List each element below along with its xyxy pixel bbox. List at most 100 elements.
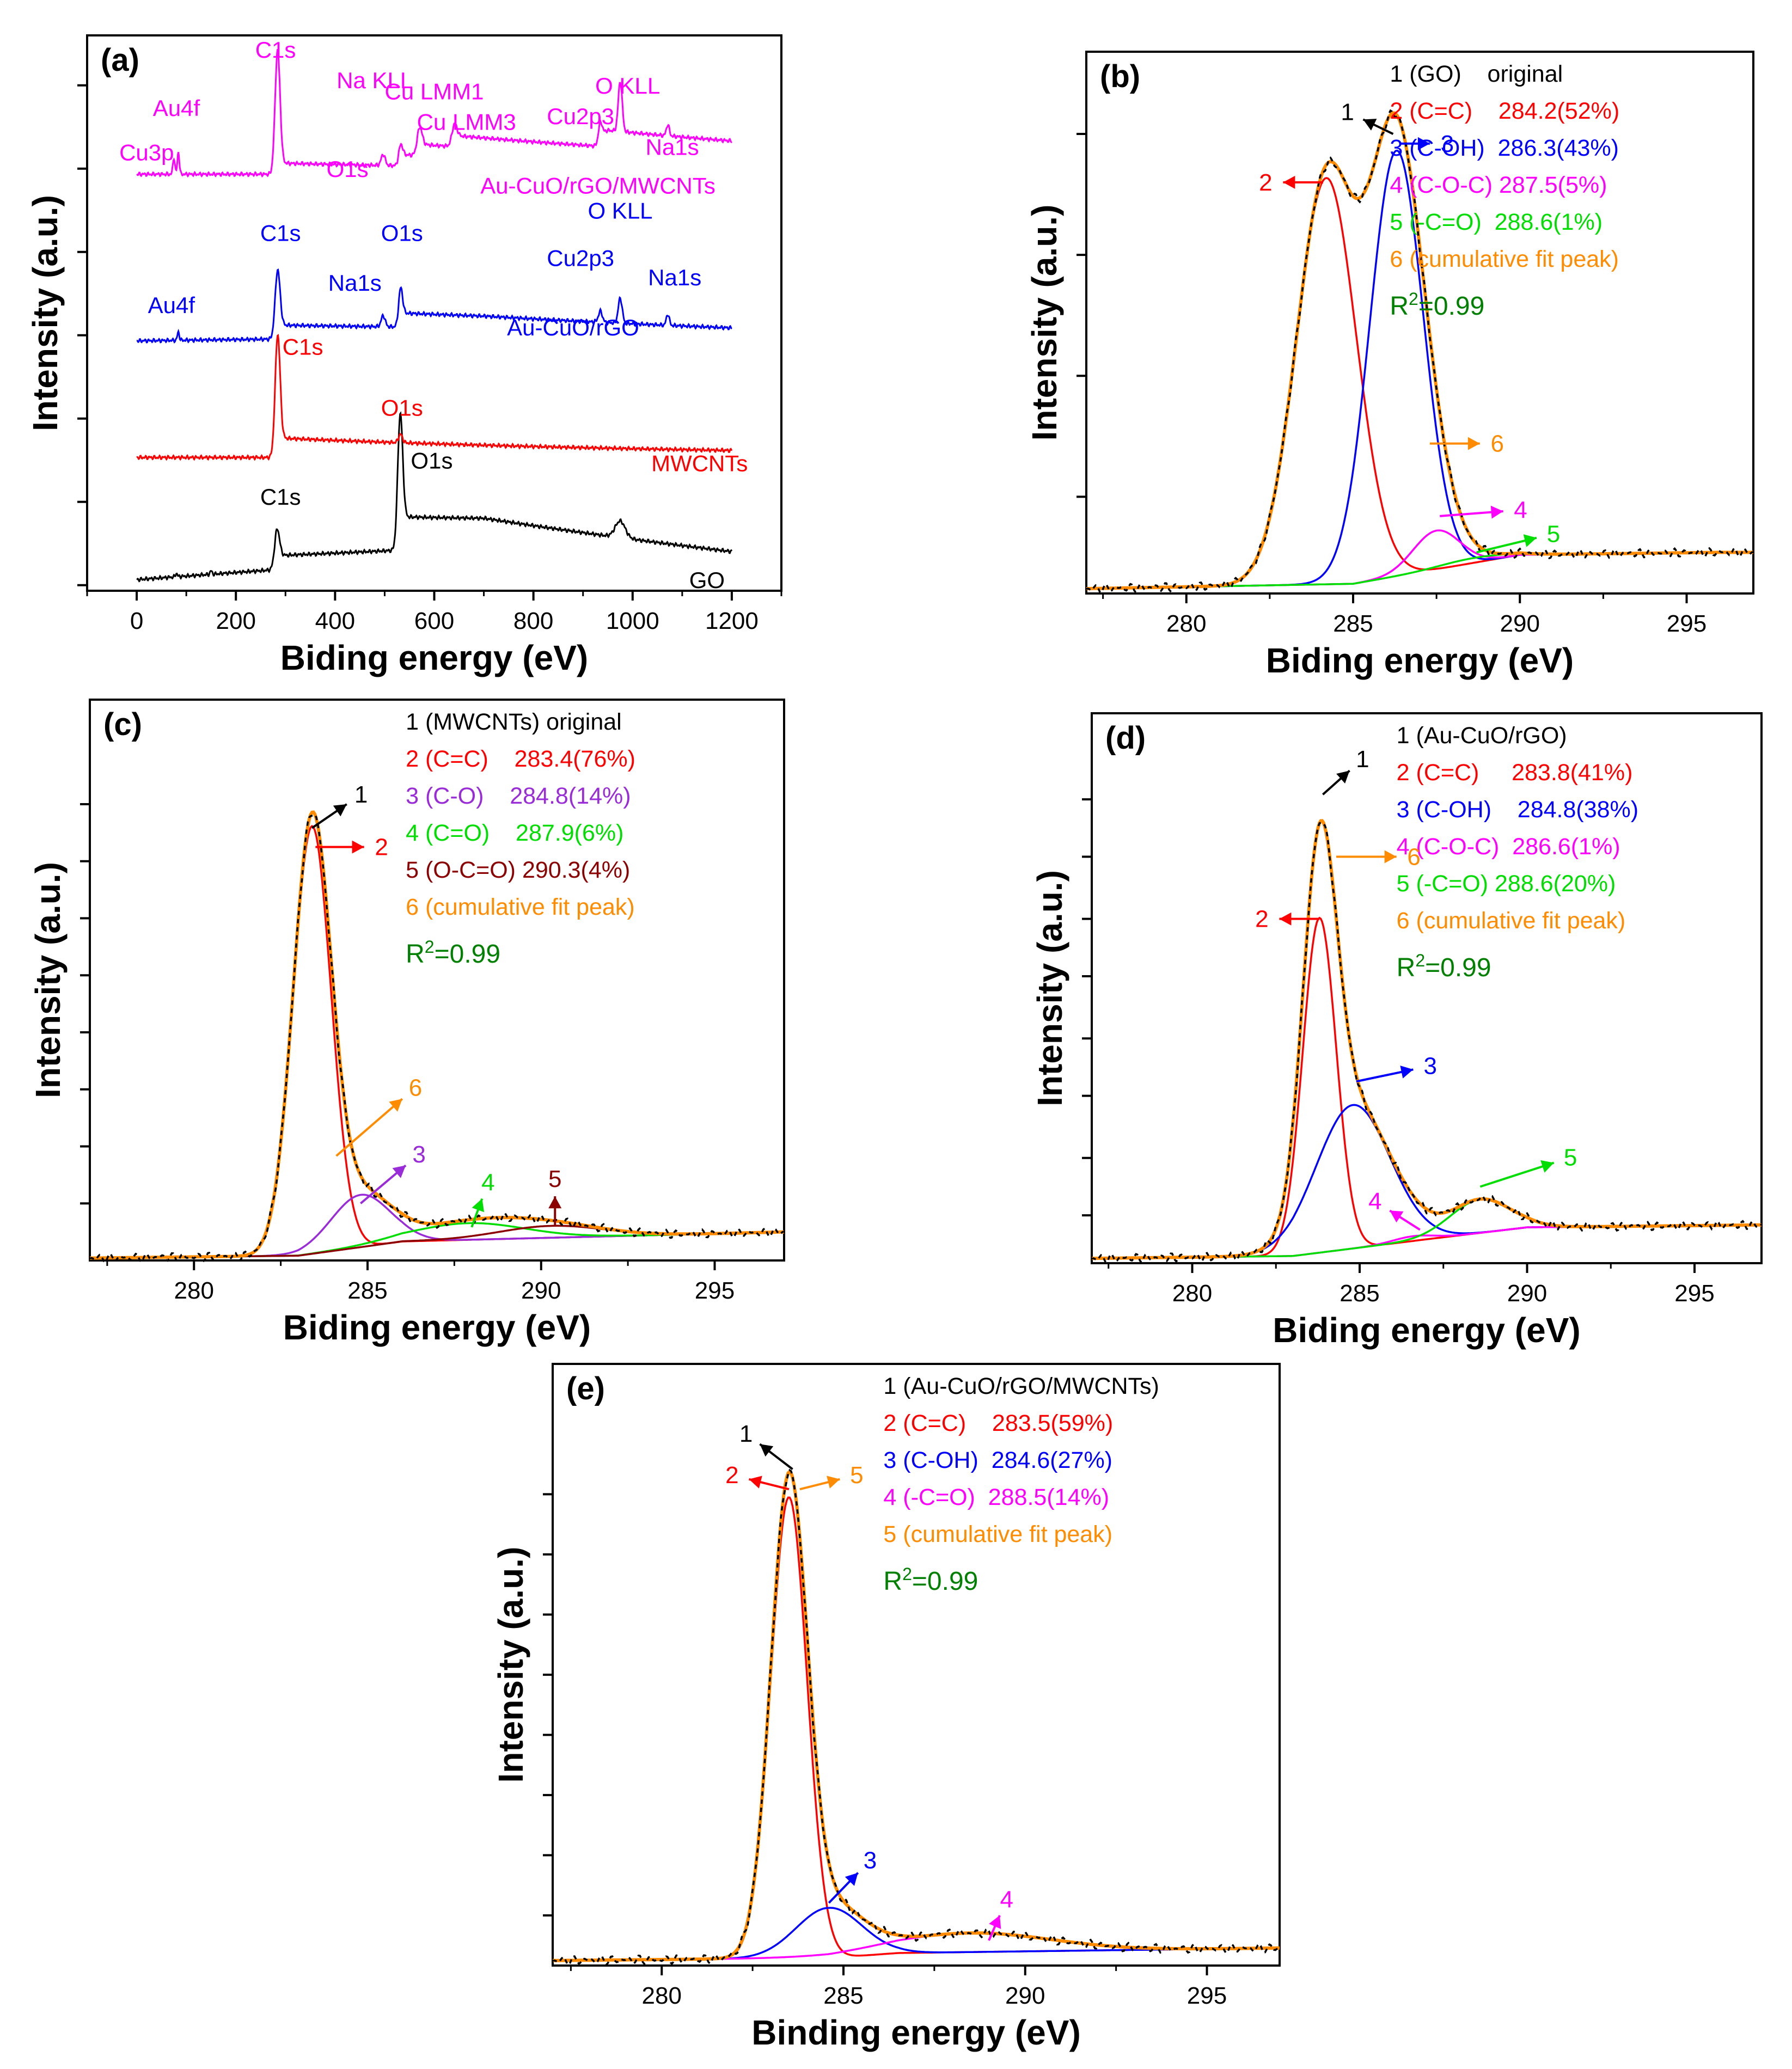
x-tick-label: 0 bbox=[130, 608, 143, 634]
r-squared-sup: 2 bbox=[1409, 289, 1418, 309]
x-tick-label: 285 bbox=[823, 1982, 863, 2009]
marker-label: 6 bbox=[409, 1074, 422, 1101]
y-axis-label: Intensity (a.u.) bbox=[1030, 870, 1069, 1106]
panel-b-go-c1s: 280 285 290 295 (b) Biding energy (eV) Intensi… bbox=[1025, 51, 1754, 680]
panel-label: (e) bbox=[566, 1371, 605, 1406]
panel-label: (c) bbox=[103, 707, 142, 742]
plot-frame bbox=[89, 699, 785, 1262]
marker-arrow-line bbox=[335, 1098, 403, 1157]
legend-entry: 4 (C=O) 287.9(6%) bbox=[406, 820, 623, 846]
x-tick-label: 280 bbox=[1166, 610, 1206, 637]
marker-arrow-head bbox=[1417, 137, 1430, 150]
peak-annotation: Na KLL bbox=[337, 68, 413, 93]
legend-entry: 4 (-C=O) 288.5(14%) bbox=[883, 1484, 1109, 1510]
marker-label: 1 bbox=[1356, 746, 1369, 773]
r-squared-suffix: =0.99 bbox=[1425, 953, 1491, 982]
marker-label: 2 bbox=[1255, 906, 1268, 933]
marker-label: 4 bbox=[1000, 1887, 1013, 1913]
original-data-line bbox=[1086, 109, 1754, 594]
y-axis-label: Intensity (a.u.) bbox=[1025, 205, 1064, 441]
peak-annotation: Na1s bbox=[648, 265, 701, 290]
x-tick-label: 290 bbox=[521, 1277, 561, 1304]
legend-entry: 1 (MWCNTs) original bbox=[406, 709, 622, 735]
x-tick-label: 285 bbox=[1333, 610, 1373, 637]
panel-e-au-cuo-rgo-mwcnts-c1s: 280 285 290 295 (e) Binding energy (eV) Intens… bbox=[491, 1363, 1281, 2052]
peak-annotation: O KLL bbox=[588, 198, 652, 224]
marker-label: 2 bbox=[1259, 169, 1272, 196]
x-axis-label: Biding energy (eV) bbox=[283, 1308, 591, 1347]
marker-arrow-head bbox=[548, 1196, 562, 1209]
legend-entry: 6 (cumulative fit peak) bbox=[406, 894, 635, 920]
x-axis-label: Biding energy (eV) bbox=[1266, 641, 1574, 680]
peak-annotation: Cu LMM3 bbox=[417, 109, 516, 134]
legend-entry: 1 (Au-CuO/rGO) bbox=[1397, 723, 1567, 749]
component-line-5 bbox=[1086, 551, 1753, 590]
panel-a-survey-spectra: 0 200 400 600 800 1000 1200 (a) Biding energy (e… bbox=[26, 34, 782, 677]
panel-label: (b) bbox=[1100, 59, 1140, 94]
original-data-line bbox=[552, 1468, 1280, 1966]
x-tick-label: 600 bbox=[414, 608, 454, 634]
legend-entry: 5 (-C=O) 288.6(20%) bbox=[1397, 871, 1616, 897]
marker-arrow-head bbox=[1279, 912, 1292, 926]
panel-label: (d) bbox=[1105, 720, 1146, 756]
r-squared-sup: 2 bbox=[1415, 951, 1425, 970]
r-squared-suffix: =0.99 bbox=[435, 940, 500, 969]
plot-frame bbox=[1085, 51, 1754, 595]
panel-d-au-cuo-rgo-c1s: 280 285 290 295 (d) Biding energy (eV) Intensi… bbox=[1030, 712, 1763, 1350]
legend-entry: 1 (GO) original bbox=[1390, 61, 1563, 87]
x-axis-label: Binding energy (eV) bbox=[751, 2013, 1081, 2052]
marker-label: 6 bbox=[1407, 843, 1420, 870]
peak-annotation: O1s bbox=[381, 395, 423, 421]
marker-label: 3 bbox=[1423, 1053, 1436, 1080]
r-squared-prefix: R bbox=[1390, 292, 1409, 321]
x-tick-label: 295 bbox=[1667, 610, 1707, 637]
panel-label: (a) bbox=[101, 42, 139, 78]
marker-arrow-head bbox=[1384, 850, 1397, 864]
peak-annotation: Cu LMM1 bbox=[384, 78, 484, 104]
plot-frame bbox=[1091, 712, 1763, 1264]
r-squared-prefix: R bbox=[883, 1567, 902, 1596]
peak-annotation: C1s bbox=[255, 37, 296, 63]
peak-annotation: Cu3p bbox=[119, 140, 174, 166]
marker-label: 3 bbox=[1441, 131, 1454, 157]
legend-entry: 4 (C-O-C) 287.5(5%) bbox=[1390, 172, 1607, 198]
peak-annotation: Cu2p3 bbox=[547, 103, 614, 129]
peak-annotation: Cu2p3 bbox=[547, 245, 614, 271]
legend-entry: 5 (cumulative fit peak) bbox=[883, 1521, 1112, 1547]
marker-label: 6 bbox=[1491, 431, 1504, 457]
plot-frame bbox=[552, 1363, 1281, 1967]
marker-label: 5 bbox=[1547, 521, 1560, 547]
x-tick-label: 280 bbox=[1172, 1280, 1212, 1307]
marker-arrow-head bbox=[352, 840, 364, 854]
marker-label: 5 bbox=[850, 1462, 863, 1489]
legend-entry: 2 (C=C) 284.2(52%) bbox=[1390, 98, 1619, 124]
x-tick-label: 400 bbox=[315, 608, 355, 634]
x-tick-label: 295 bbox=[1674, 1280, 1714, 1307]
legend-entry: 4 (C-O-C) 286.6(1%) bbox=[1397, 834, 1620, 860]
marker-arrow-head bbox=[1400, 1066, 1414, 1079]
peak-annotation: O KLL bbox=[595, 73, 660, 99]
marker-label: 1 bbox=[739, 1421, 753, 1447]
peak-annotation: MWCNTs bbox=[651, 451, 748, 476]
r-squared: R2=0.99 bbox=[883, 1564, 978, 1596]
r-squared: R2=0.99 bbox=[1390, 289, 1484, 321]
x-tick-label: 285 bbox=[1340, 1280, 1379, 1307]
marker-label: 4 bbox=[481, 1169, 494, 1196]
x-tick-label: 280 bbox=[174, 1277, 214, 1304]
marker-label: 3 bbox=[864, 1847, 877, 1874]
marker-label: 1 bbox=[1341, 99, 1354, 125]
peak-annotation: Au4f bbox=[148, 292, 195, 318]
legend-entry: 3 (C-OH) 284.6(27%) bbox=[883, 1447, 1112, 1473]
y-axis-label: Intensity (a.u.) bbox=[491, 1547, 530, 1783]
x-tick-label: 290 bbox=[1005, 1982, 1045, 2009]
r-squared-sup: 2 bbox=[425, 937, 435, 957]
peak-annotation: O1s bbox=[327, 156, 369, 182]
series-line-GO bbox=[136, 411, 733, 583]
x-tick-label: 290 bbox=[1507, 1280, 1547, 1307]
x-axis-label: Biding energy (eV) bbox=[1273, 1311, 1580, 1350]
peak-annotation: GO bbox=[689, 567, 725, 593]
x-tick-label: 285 bbox=[347, 1277, 387, 1304]
marker-arrow-head bbox=[760, 1444, 774, 1457]
marker-arrow-head bbox=[392, 1165, 406, 1178]
